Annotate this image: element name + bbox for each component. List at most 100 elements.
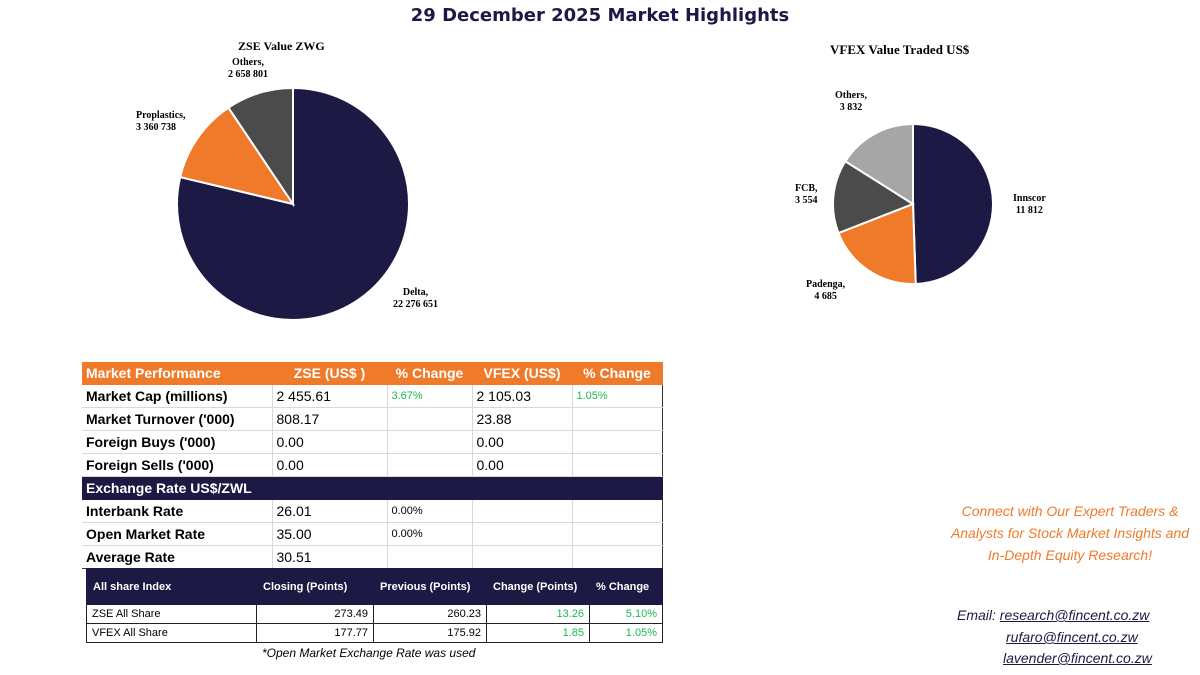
- table-row: Market Turnover ('000) 808.17 23.88: [82, 407, 663, 431]
- row-label: Market Turnover ('000): [82, 407, 273, 431]
- header-change-points: Change (Points): [486, 568, 590, 605]
- row-label: Market Cap (millions): [82, 384, 273, 408]
- header-index: All share Index: [86, 568, 257, 605]
- pie-slice-innscor: [912, 122, 995, 285]
- table-row: Open Market Rate 35.00 0.00%: [82, 522, 663, 546]
- email-link-rufaro[interactable]: rufaro@fincent.co.zw: [1006, 629, 1138, 645]
- vfex-value: 0.00: [472, 453, 573, 477]
- zse-proplastics-name: Proplastics,: [136, 110, 186, 121]
- email-label: Email:: [957, 607, 996, 623]
- zse-delta-value: 22 276 651: [393, 299, 438, 310]
- pct-change: 1.05%: [589, 623, 663, 643]
- pie-slice-delta: [176, 86, 410, 321]
- zse-others-value: 2 658 801: [228, 69, 268, 80]
- rate-change: [387, 545, 473, 569]
- zse-pie-chart: [176, 86, 410, 321]
- closing-points: 273.49: [256, 604, 374, 624]
- index-name: ZSE All Share: [86, 604, 257, 624]
- zse-pie-title: ZSE Value ZWG: [238, 39, 325, 53]
- zse-slice-label-others: Others, 2 658 801: [228, 57, 268, 81]
- header-zse: ZSE (US$ ): [272, 362, 388, 385]
- zse-change: 3.67%: [387, 384, 473, 408]
- footnote: *Open Market Exchange Rate was used: [262, 646, 476, 660]
- zse-change: [387, 430, 473, 454]
- vfex-value: 0.00: [472, 430, 573, 454]
- page-title: 29 December 2025 Market Highlights: [410, 5, 790, 26]
- email-line-1: Email: research@fincent.co.zw: [957, 607, 1149, 623]
- zse-value: 808.17: [272, 407, 388, 431]
- vfex-innscor-name: Innscor: [1013, 193, 1046, 204]
- market-performance-table: Market Performance ZSE (US$ ) % Change V…: [82, 362, 663, 569]
- row-label: Open Market Rate: [82, 522, 273, 546]
- row-label: Foreign Buys ('000): [82, 430, 273, 454]
- table-row: Interbank Rate 26.01 0.00%: [82, 499, 663, 523]
- vfex-value: 2 105.03: [472, 384, 573, 408]
- table-row: Market Cap (millions) 2 455.61 3.67% 2 1…: [82, 384, 663, 408]
- previous-points: 175.92: [373, 623, 487, 643]
- zse-others-name: Others,: [232, 57, 264, 68]
- email-link-research[interactable]: research@fincent.co.zw: [999, 607, 1150, 623]
- vfex-others-value: 3 832: [839, 102, 863, 113]
- index-name: VFEX All Share: [86, 623, 257, 643]
- zse-value: 0.00: [272, 453, 388, 477]
- vfex-slice-label-others: Others, 3 832: [835, 90, 867, 114]
- exchange-rate-header-row: Exchange Rate US$/ZWL: [82, 476, 663, 500]
- table-row: Foreign Buys ('000) 0.00 0.00: [82, 430, 663, 454]
- closing-points: 177.77: [256, 623, 374, 643]
- vfex-slice-label-padenga: Padenga, 4 685: [806, 279, 845, 303]
- pct-change: 5.10%: [589, 604, 663, 624]
- vfex-slice-label-innscor: Innscor 11 812: [1013, 193, 1046, 217]
- vfex-others-name: Others,: [835, 90, 867, 101]
- row-label: Average Rate: [82, 545, 273, 569]
- row-label: Interbank Rate: [82, 499, 273, 523]
- header-previous: Previous (Points): [373, 568, 487, 605]
- zse-change: [387, 453, 473, 477]
- table-row: Average Rate 30.51: [82, 545, 663, 569]
- vfex-innscor-value: 11 812: [1015, 205, 1043, 216]
- email-link-lavender[interactable]: lavender@fincent.co.zw: [1003, 650, 1152, 666]
- zse-value: 2 455.61: [272, 384, 388, 408]
- vfex-pie-title: VFEX Value Traded US$: [830, 42, 970, 57]
- header-vfex: VFEX (US$): [472, 362, 573, 385]
- vfex-padenga-value: 4 685: [814, 291, 837, 302]
- header-closing: Closing (Points): [256, 568, 374, 605]
- header-vfex-change: % Change: [572, 362, 663, 385]
- rate-change: 0.00%: [387, 522, 473, 546]
- change-points: 1.85: [486, 623, 590, 643]
- pie-slice-proplastics: [178, 106, 296, 206]
- pie-slice-others: [227, 86, 294, 208]
- rate-value: 26.01: [272, 499, 388, 523]
- promo-text: Connect with Our Expert Traders & Analys…: [950, 503, 1190, 563]
- all-share-header-row: All share Index Closing (Points) Previou…: [86, 568, 663, 605]
- vfex-fcb-value: 3 554: [795, 195, 818, 206]
- all-share-index-table: All share Index Closing (Points) Previou…: [86, 568, 663, 643]
- previous-points: 260.23: [373, 604, 487, 624]
- change-points: 13.26: [486, 604, 590, 624]
- email-line-3: lavender@fincent.co.zw: [1003, 650, 1152, 666]
- vfex-change: [572, 453, 663, 477]
- zse-slice-label-proplastics: Proplastics, 3 360 738: [136, 110, 186, 134]
- table-row: ZSE All Share 273.49 260.23 13.26 5.10%: [86, 604, 663, 624]
- pie-slice-fcb: [832, 159, 916, 235]
- vfex-change: [572, 407, 663, 431]
- email-line-2: rufaro@fincent.co.zw: [1006, 629, 1138, 645]
- zse-change: [387, 407, 473, 431]
- zse-delta-name: Delta,: [402, 287, 429, 298]
- table-row: VFEX All Share 177.77 175.92 1.85 1.05%: [86, 623, 663, 643]
- vfex-value: 23.88: [472, 407, 573, 431]
- header-pct-change: % Change: [589, 568, 663, 605]
- header-zse-change: % Change: [387, 362, 473, 385]
- zse-proplastics-value: 3 360 738: [136, 122, 176, 133]
- vfex-pie-chart: [832, 122, 995, 285]
- pie-slice-padenga: [837, 202, 917, 285]
- rate-value: 30.51: [272, 545, 388, 569]
- pie-slice-others: [843, 122, 914, 206]
- market-performance-header-row: Market Performance ZSE (US$ ) % Change V…: [82, 362, 663, 385]
- exchange-rate-header: Exchange Rate US$/ZWL: [82, 476, 663, 500]
- rate-value: 35.00: [272, 522, 388, 546]
- zse-slice-label-delta: Delta, 22 276 651: [393, 287, 438, 311]
- zse-value: 0.00: [272, 430, 388, 454]
- rate-change: 0.00%: [387, 499, 473, 523]
- vfex-change: 1.05%: [572, 384, 663, 408]
